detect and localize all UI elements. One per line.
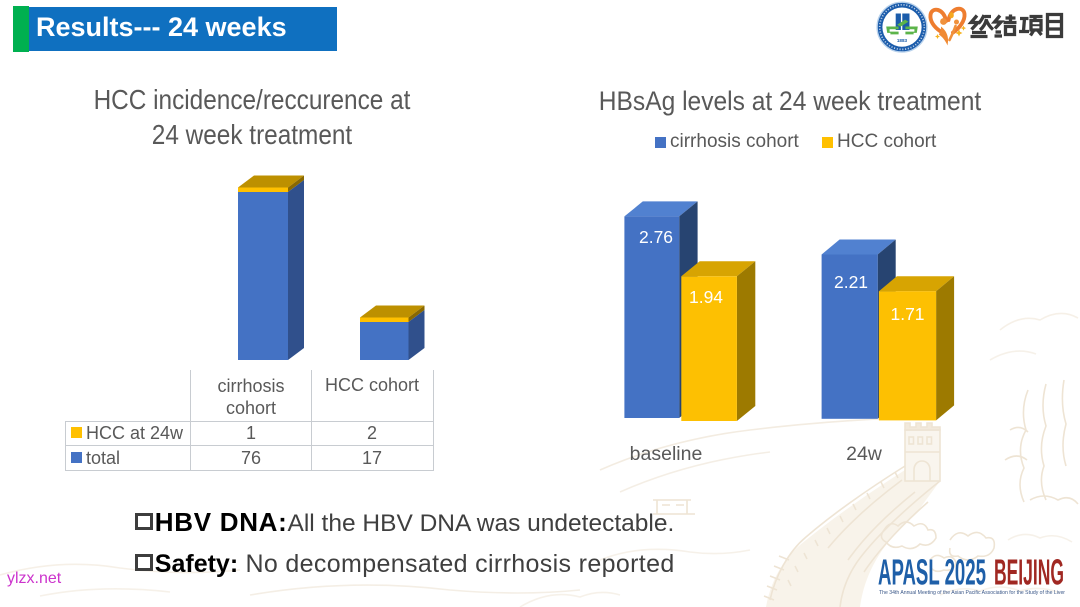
svg-text:1.94: 1.94 bbox=[689, 287, 723, 307]
svg-text:BEIJING: BEIJING bbox=[994, 552, 1064, 593]
svg-text:1883: 1883 bbox=[897, 38, 908, 43]
svg-text:The 34th Annual Meeting of the: The 34th Annual Meeting of the Asian Pac… bbox=[879, 590, 1065, 596]
svg-text:2.21: 2.21 bbox=[834, 272, 868, 292]
svg-text:APASL 2025: APASL 2025 bbox=[878, 552, 986, 593]
svg-text:2.76: 2.76 bbox=[639, 227, 673, 247]
svg-text:1.71: 1.71 bbox=[890, 304, 924, 324]
